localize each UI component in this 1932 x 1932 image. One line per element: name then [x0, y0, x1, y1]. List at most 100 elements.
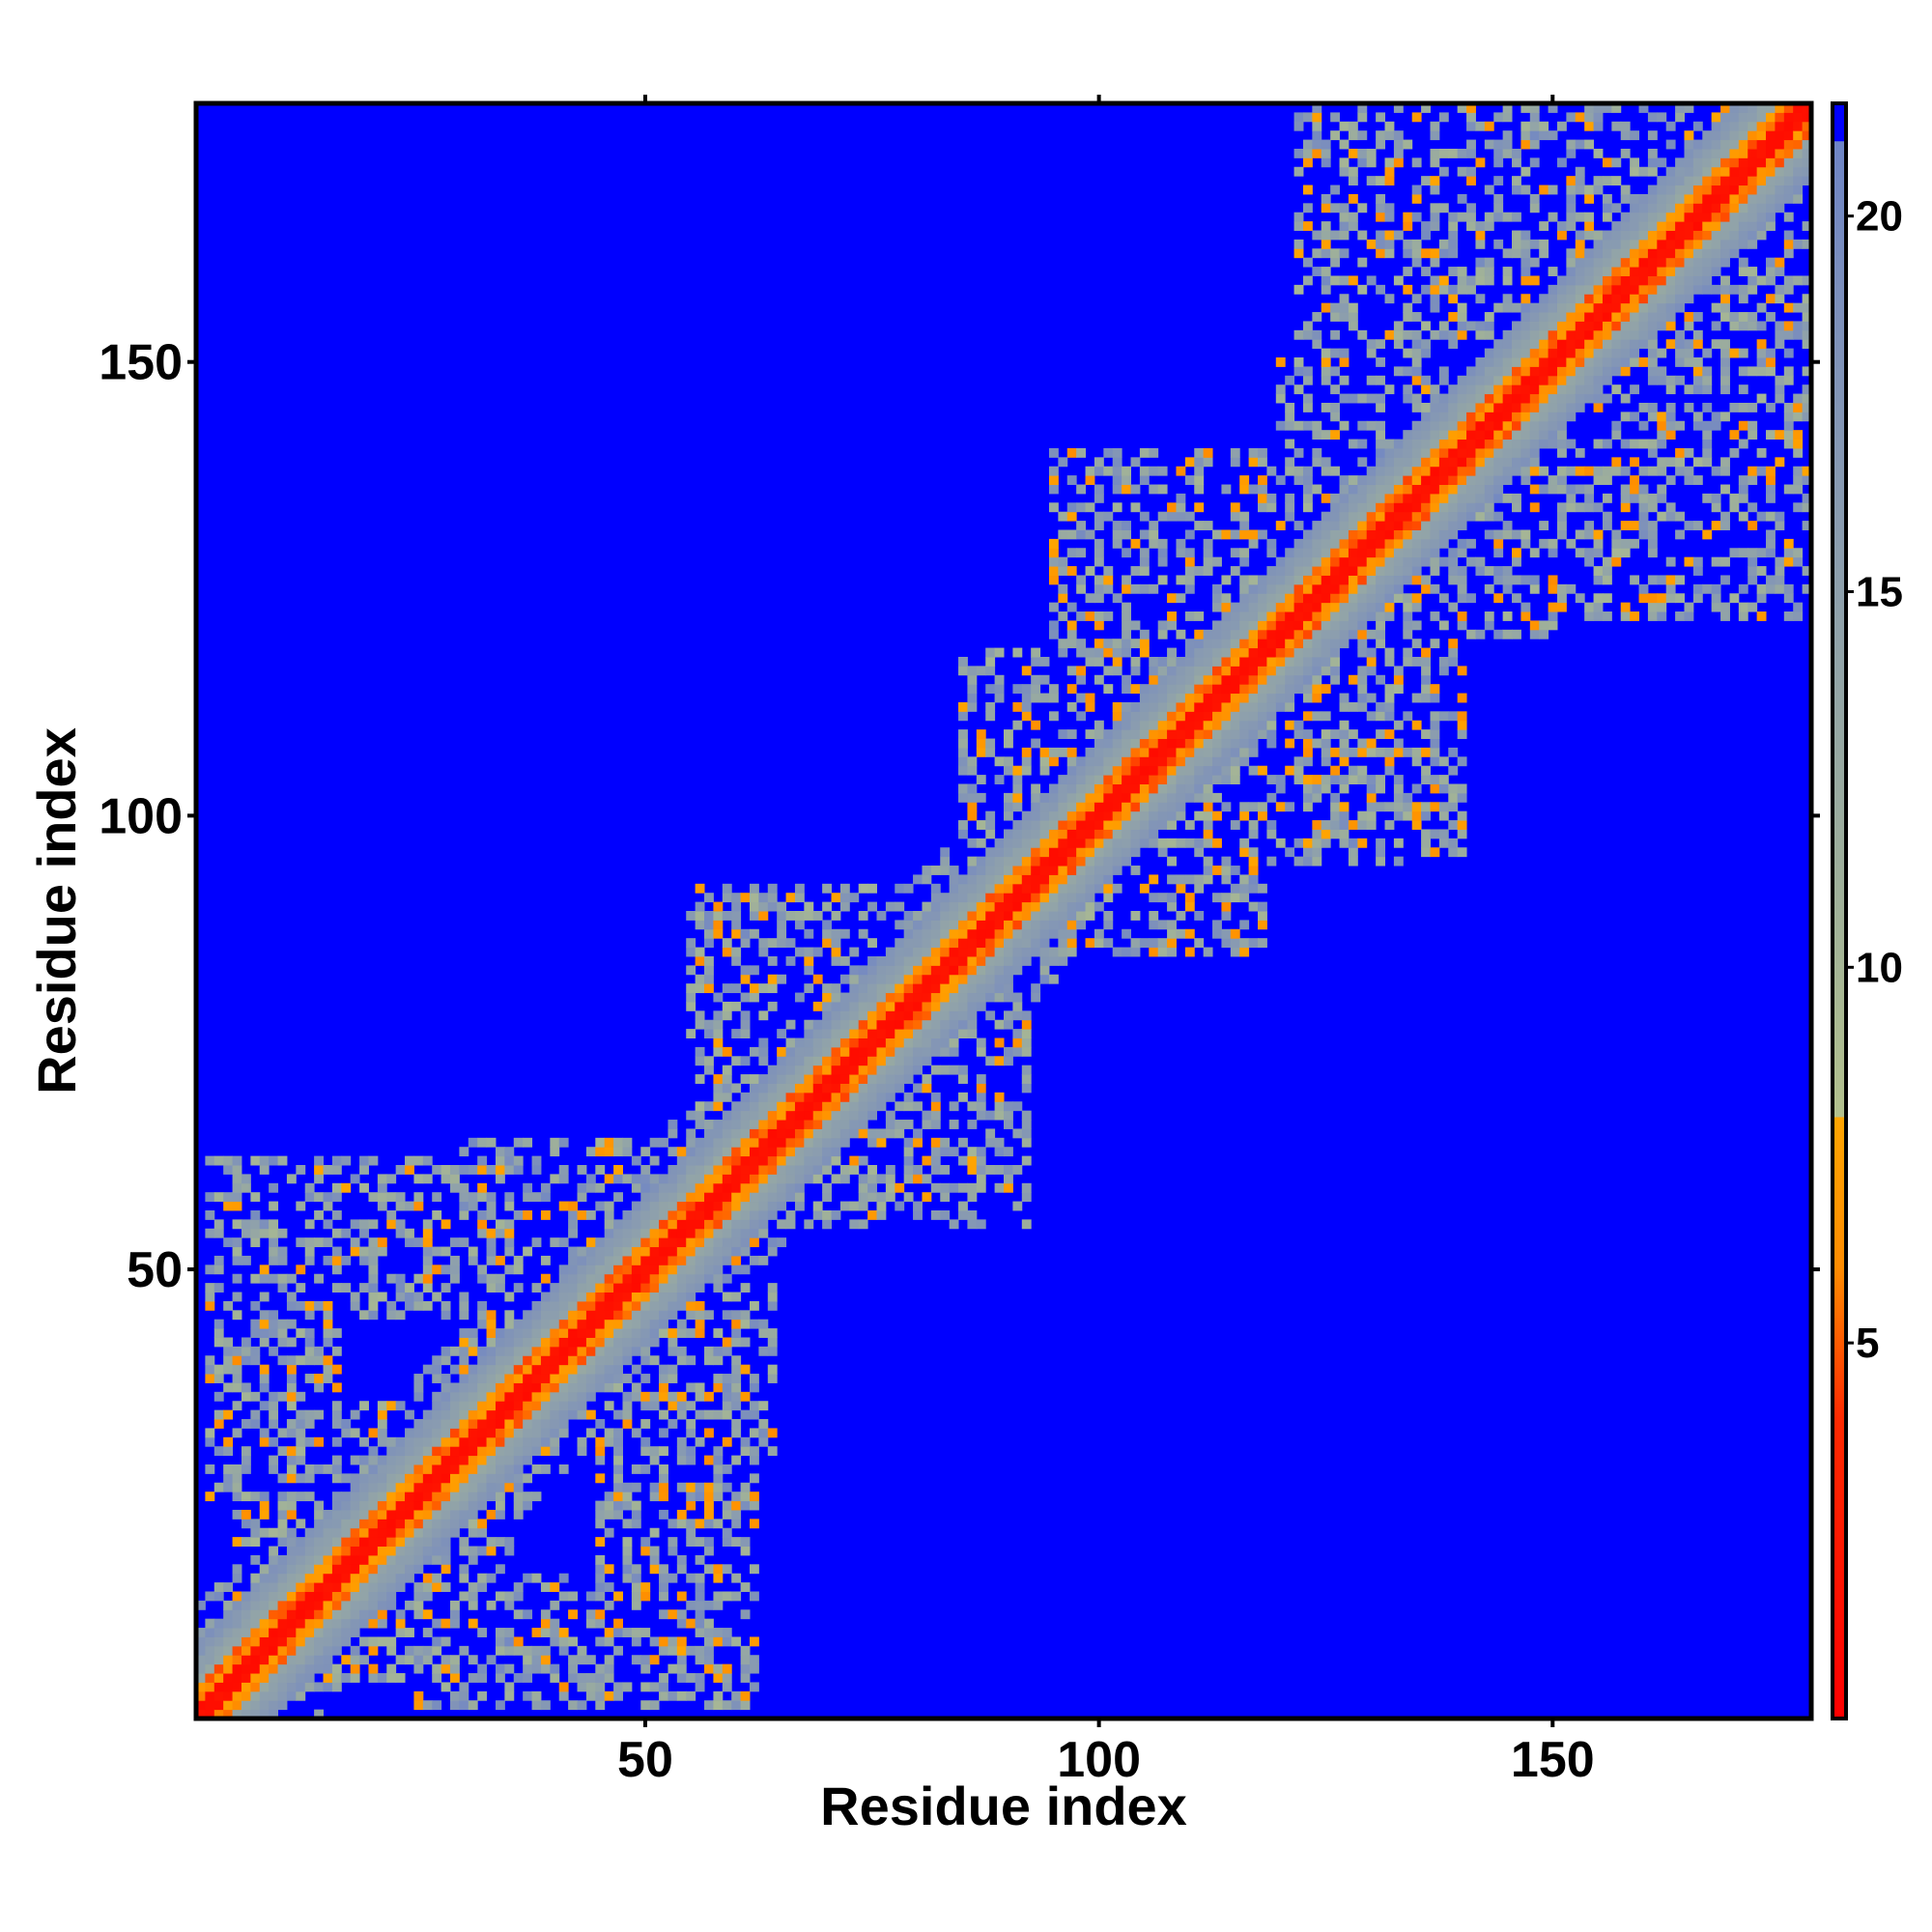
heatmap-cell — [640, 1401, 651, 1411]
heatmap-cell — [976, 974, 986, 984]
heatmap-cell — [777, 1147, 787, 1157]
heatmap-cell — [1230, 684, 1240, 695]
heatmap-cell — [286, 1419, 297, 1429]
heatmap-cell — [269, 1628, 279, 1637]
heatmap-cell — [940, 1147, 951, 1157]
heatmap-cell — [304, 1645, 315, 1656]
heatmap-cell — [540, 1300, 551, 1311]
heatmap-cell — [1184, 720, 1195, 730]
heatmap-cell — [713, 1519, 724, 1529]
heatmap-cell — [668, 1192, 678, 1203]
heatmap-cell — [232, 1609, 242, 1620]
heatmap-cell — [1039, 893, 1050, 903]
heatmap-cell — [1302, 420, 1313, 431]
heatmap-cell — [676, 1655, 687, 1665]
heatmap-cell — [695, 1382, 705, 1393]
heatmap-cell — [849, 1019, 860, 1030]
heatmap-cell — [913, 983, 923, 994]
heatmap-cell — [1149, 466, 1159, 476]
heatmap-cell — [558, 1283, 569, 1293]
heatmap-cell — [513, 1419, 524, 1429]
heatmap-cell — [1376, 502, 1386, 513]
heatmap-cell — [967, 810, 978, 821]
heatmap-cell — [1122, 620, 1131, 631]
heatmap-cell — [1021, 684, 1032, 695]
heatmap-cell — [331, 1255, 342, 1265]
heatmap-cell — [504, 1228, 515, 1238]
heatmap-cell — [1048, 802, 1059, 812]
heatmap-cell — [740, 1246, 751, 1257]
heatmap-cell — [1221, 629, 1232, 639]
heatmap-cell — [949, 874, 959, 885]
heatmap-cell — [259, 1436, 270, 1447]
heatmap-cell — [1293, 647, 1304, 658]
heatmap-cell — [1112, 847, 1122, 858]
heatmap-cell — [1167, 810, 1177, 821]
heatmap-cell — [659, 1409, 668, 1420]
heatmap-cell — [1184, 792, 1195, 803]
heatmap-cell — [1321, 820, 1331, 830]
heatmap-cell — [1230, 666, 1240, 676]
heatmap-cell — [1321, 139, 1331, 150]
heatmap-cell — [1266, 593, 1277, 604]
heatmap-cell — [676, 1292, 687, 1302]
heatmap-cell — [849, 1110, 860, 1121]
heatmap-cell — [269, 1582, 279, 1592]
heatmap-cell — [568, 1328, 579, 1338]
heatmap-cell — [713, 1219, 724, 1230]
heatmap-cell — [413, 1455, 424, 1465]
heatmap-cell — [903, 1056, 914, 1066]
heatmap-cell — [1149, 747, 1159, 757]
heatmap-cell — [1103, 756, 1114, 767]
heatmap-cell — [895, 1056, 905, 1066]
heatmap-cell — [314, 1663, 324, 1674]
heatmap-cell — [849, 1037, 860, 1048]
heatmap-cell — [785, 1101, 796, 1112]
heatmap-cell — [1212, 928, 1222, 939]
heatmap-cell — [432, 1573, 442, 1583]
heatmap-cell — [440, 1519, 451, 1529]
heatmap-cell — [794, 1137, 805, 1148]
heatmap-cell — [695, 1436, 705, 1447]
heatmap-cell — [749, 1137, 759, 1148]
heatmap-cell — [450, 1492, 460, 1502]
heatmap-cell — [568, 1364, 579, 1375]
heatmap-cell — [323, 1682, 333, 1692]
heatmap-cell — [1421, 447, 1431, 458]
heatmap-cell — [1384, 466, 1395, 476]
heatmap-cell — [649, 1300, 660, 1311]
heatmap-cell — [1285, 701, 1295, 712]
heatmap-cell — [785, 1182, 796, 1193]
heatmap-cell — [758, 1328, 769, 1338]
heatmap-cell — [368, 1537, 379, 1548]
heatmap-cell — [903, 1001, 914, 1011]
heatmap-cell — [323, 1300, 333, 1311]
heatmap-cell — [1066, 775, 1077, 784]
heatmap-cell — [1004, 1174, 1013, 1184]
heatmap-cell — [413, 1436, 424, 1447]
heatmap-cell — [849, 1010, 860, 1021]
heatmap-cell — [713, 1628, 724, 1637]
heatmap-cell — [1012, 965, 1023, 976]
heatmap-cell — [577, 1165, 587, 1175]
heatmap-cell — [1112, 747, 1122, 757]
heatmap-cell — [459, 1537, 469, 1548]
heatmap-cell — [913, 1083, 923, 1094]
heatmap-cell — [585, 1618, 596, 1629]
heatmap-cell — [486, 1209, 497, 1220]
heatmap-cell — [1430, 783, 1440, 794]
heatmap-cell — [495, 1219, 505, 1230]
heatmap-cell — [386, 1645, 397, 1656]
heatmap-cell — [686, 1201, 696, 1211]
heatmap-cell — [940, 1137, 951, 1148]
heatmap-cell — [831, 893, 841, 903]
heatmap-cell — [1122, 838, 1131, 848]
heatmap-cell — [731, 1083, 742, 1094]
heatmap-cell — [486, 1364, 497, 1375]
heatmap-cell — [767, 1246, 778, 1257]
heatmap-cell — [958, 783, 968, 794]
heatmap-cell — [486, 1446, 497, 1457]
heatmap-cell — [368, 1219, 379, 1230]
heatmap-cell — [513, 1401, 524, 1411]
heatmap-cell — [432, 1446, 442, 1457]
